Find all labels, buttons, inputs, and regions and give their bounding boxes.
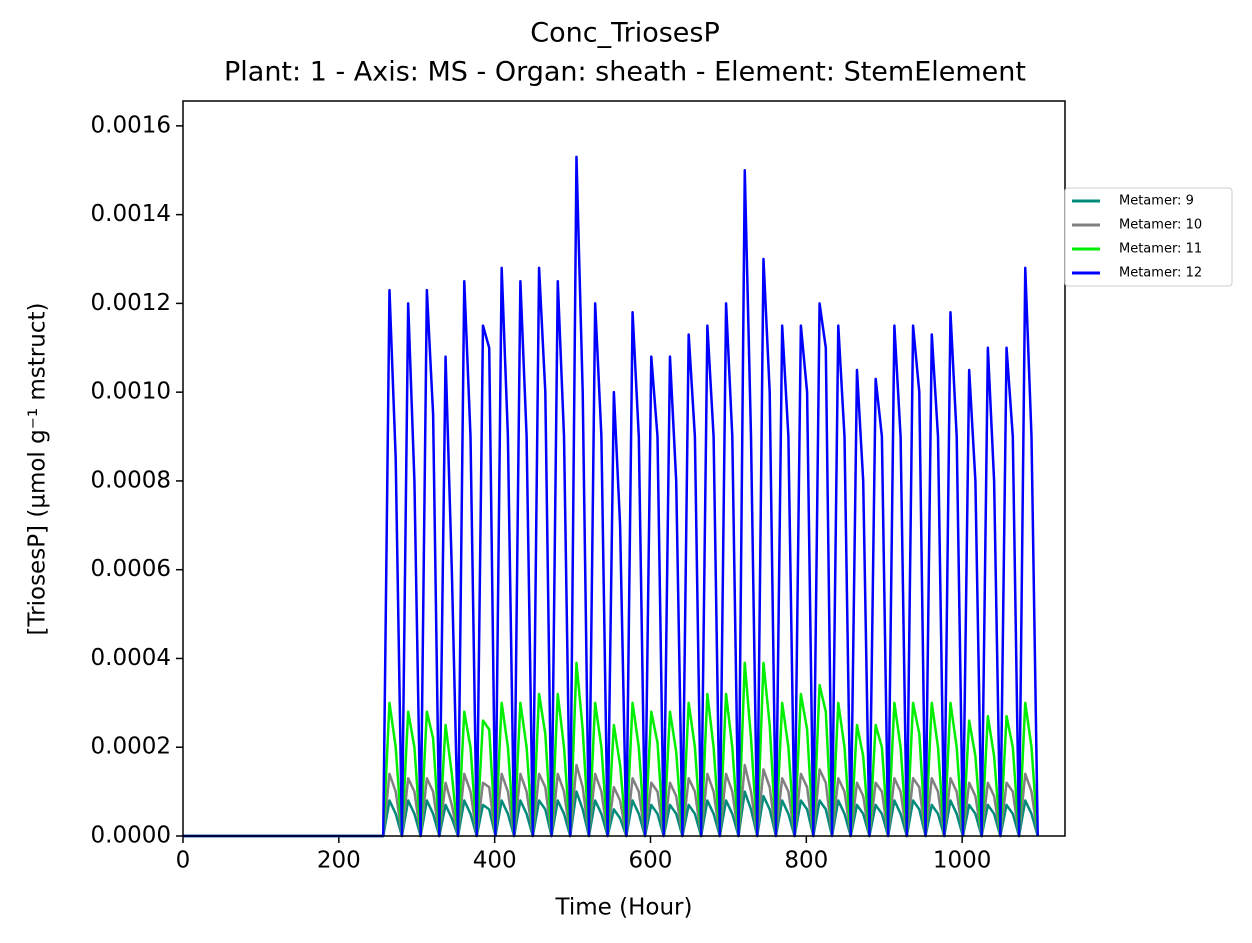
data-line <box>183 155 1039 838</box>
x-tick-label: 800 <box>784 848 828 874</box>
legend-label: Metamer: 9 <box>1119 194 1194 209</box>
plot-frame <box>182 100 1066 837</box>
y-tick-label: 0.0004 <box>91 645 171 671</box>
legend-box <box>1064 187 1233 287</box>
x-tick-label: 0 <box>176 848 191 874</box>
y-tick-label: 0.0000 <box>91 823 171 849</box>
chart-subtitle: Plant: 1 - Axis: MS - Organ: sheath - El… <box>224 57 1026 88</box>
chart-title: Conc_TriosesP <box>530 18 720 49</box>
y-tick-label: 0.0016 <box>91 112 171 138</box>
legend-label: Metamer: 11 <box>1119 242 1202 257</box>
x-axis-label: Time (Hour) <box>555 895 693 921</box>
y-tick-label: 0.0012 <box>91 290 171 316</box>
x-tick-label: 200 <box>317 848 361 874</box>
y-axis-label: [TriosesP] (µmol g⁻¹ mstruct) <box>25 303 51 636</box>
legend-label: Metamer: 12 <box>1119 266 1202 281</box>
y-tick-label: 0.0008 <box>91 467 171 493</box>
y-tick-label: 0.0006 <box>91 556 171 582</box>
y-tick-label: 0.0010 <box>91 379 171 405</box>
y-tick-label: 0.0002 <box>91 734 171 760</box>
legend-label: Metamer: 10 <box>1119 218 1202 233</box>
y-tick-label: 0.0014 <box>91 201 171 227</box>
x-tick-label: 1000 <box>933 848 992 874</box>
x-tick-label: 600 <box>629 848 673 874</box>
x-tick-label: 400 <box>473 848 517 874</box>
